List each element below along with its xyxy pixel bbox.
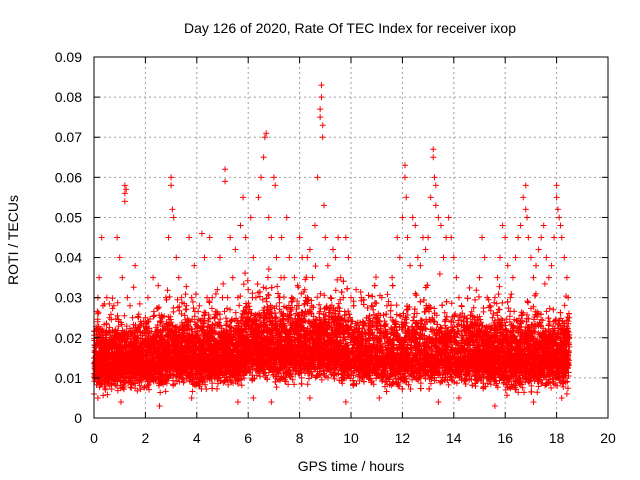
roti-point <box>189 388 196 395</box>
roti-point <box>242 270 249 277</box>
roti-point <box>328 295 335 302</box>
roti-point <box>273 384 280 391</box>
roti-point <box>107 311 114 318</box>
data-points <box>91 82 573 409</box>
roti-point <box>182 291 189 298</box>
roti-point <box>170 304 177 311</box>
roti-point <box>150 313 157 320</box>
roti-point <box>274 283 281 290</box>
roti-point <box>264 274 271 281</box>
roti-point <box>232 309 239 316</box>
roti-point <box>183 283 190 290</box>
roti-point <box>123 323 130 330</box>
roti-point <box>222 315 229 322</box>
roti-point <box>316 301 323 308</box>
roti-point <box>136 300 143 307</box>
chart-title: Day 126 of 2020, Rate Of TEC Index for r… <box>184 20 516 36</box>
roti-point <box>130 284 137 291</box>
roti-point <box>189 298 196 305</box>
roti-point <box>121 312 128 319</box>
roti-point <box>295 284 302 291</box>
roti-point <box>104 391 111 398</box>
roti-point <box>174 304 181 311</box>
roti-point <box>227 306 234 313</box>
roti-point <box>182 306 189 313</box>
roti-point <box>236 302 243 309</box>
roti-point <box>181 312 188 319</box>
roti-point <box>332 287 339 294</box>
roti-point <box>244 277 251 284</box>
roti-point <box>220 280 227 287</box>
roti-point <box>106 324 113 331</box>
roti-point <box>109 295 116 302</box>
roti-point <box>212 290 219 297</box>
roti-point <box>109 305 116 312</box>
roti-point <box>238 382 245 389</box>
roti-point <box>114 299 121 306</box>
roti-point <box>176 303 183 310</box>
roti-point <box>291 381 298 388</box>
roti-point <box>100 392 107 399</box>
roti-point <box>209 385 216 392</box>
roti-point <box>203 385 210 392</box>
roti-point <box>157 389 164 396</box>
roti-point <box>263 285 270 292</box>
roti-point <box>208 305 215 312</box>
roti-point <box>166 293 173 300</box>
roti-point <box>195 308 202 315</box>
roti-point <box>304 381 311 388</box>
roti-point <box>260 284 267 291</box>
roti-point <box>154 305 161 312</box>
roti-point <box>192 291 199 298</box>
roti-point <box>190 305 197 312</box>
roti-point <box>209 380 216 387</box>
roti-point <box>162 388 169 395</box>
roti-point <box>317 290 324 297</box>
roti-point <box>164 287 171 294</box>
roti-point <box>308 297 315 304</box>
roti-point <box>314 294 321 301</box>
roti-point <box>95 309 102 316</box>
roti-point <box>240 281 247 288</box>
